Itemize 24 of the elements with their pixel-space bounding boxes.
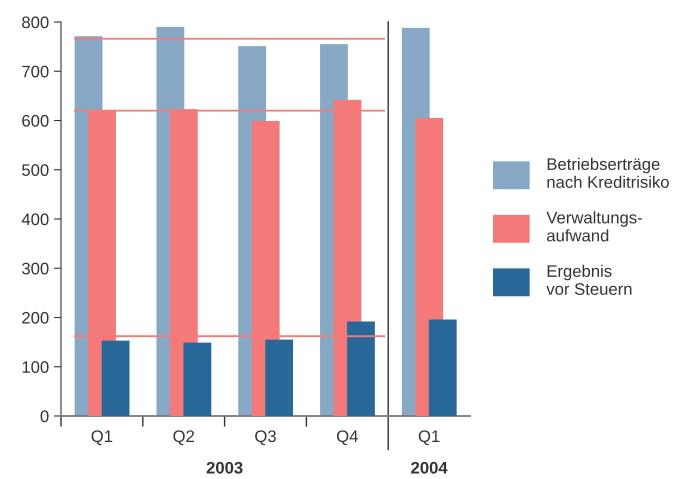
y-tick-label: 300 — [22, 262, 49, 274]
text: 2004 — [411, 462, 448, 474]
y-tick-label: 400 — [22, 213, 49, 226]
bar — [428, 319, 457, 416]
y-tick-label: 100 — [22, 361, 49, 373]
y-tick-label: 600 — [22, 114, 49, 127]
bar — [265, 340, 294, 416]
bar — [347, 321, 375, 416]
x-tick-label: Q4 — [336, 430, 358, 446]
y-tick-label: 200 — [22, 312, 49, 324]
bar — [102, 340, 130, 416]
bar — [183, 342, 212, 416]
x-tick-label: Q3 — [255, 430, 276, 446]
y-tick-label: 500 — [22, 164, 49, 176]
y-tick-label: 0 — [40, 410, 49, 422]
x-tick-label: Q2 — [173, 430, 194, 446]
y-tick-label: 800 — [22, 16, 49, 28]
legend-label: Verwaltungs- aufwand — [546, 211, 642, 242]
x-tick-label: Q1 — [92, 430, 112, 446]
legend-label: Betriebserträge nach Kreditrisiko — [547, 158, 669, 188]
y-tick-label: 700 — [22, 66, 49, 78]
x-tick-label: Q1 — [418, 430, 440, 446]
text: 2003 — [206, 462, 243, 474]
legend-label: Ergebnis vor Steuern — [546, 264, 632, 295]
